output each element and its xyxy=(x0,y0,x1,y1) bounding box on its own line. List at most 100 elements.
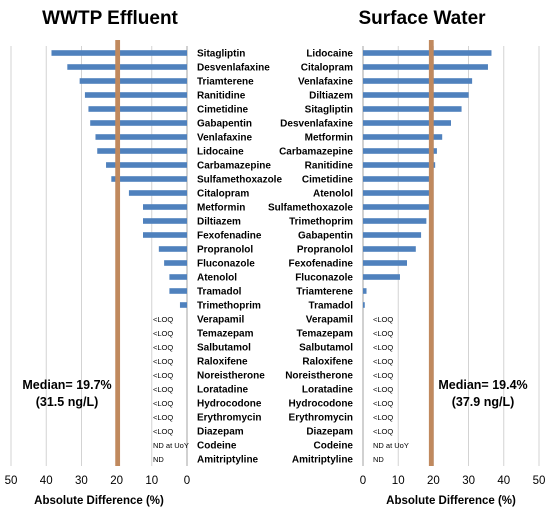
x-tick-label: 50 xyxy=(533,475,546,487)
status-note: ND at UoY xyxy=(153,441,189,450)
category-label: Cimetidine xyxy=(197,105,249,116)
bar-fluconazole xyxy=(164,260,187,266)
category-label: Atenolol xyxy=(313,189,353,200)
bar-lidocaine xyxy=(363,50,492,56)
category-label: Cimetidine xyxy=(302,175,354,186)
bar-diltiazem xyxy=(363,92,469,98)
bar-triamterene xyxy=(363,288,367,294)
panel-title: Surface Water xyxy=(358,8,486,29)
bar-carbamazepine xyxy=(363,148,437,154)
status-note: <LOQ xyxy=(373,427,393,436)
median-label: Median= 19.7% xyxy=(22,378,111,392)
category-label: Hydrocodone xyxy=(289,399,354,410)
bar-ranitidine xyxy=(363,162,436,168)
median-sublabel: (31.5 ng/L) xyxy=(36,395,99,409)
category-label: Fluconazole xyxy=(295,273,353,284)
category-label: Loratadine xyxy=(197,385,249,396)
bar-metformin xyxy=(363,134,443,140)
status-note: <LOQ xyxy=(153,357,173,366)
x-tick-label: 20 xyxy=(427,475,440,487)
bar-sulfamethoxazole xyxy=(111,176,187,182)
category-label: Amitriptyline xyxy=(292,455,354,466)
category-label: Venlafaxine xyxy=(197,133,252,144)
bar-trimethoprim xyxy=(363,218,427,224)
status-note: ND xyxy=(153,455,164,464)
bar-triamterene xyxy=(79,78,187,84)
category-label: Raloxifene xyxy=(302,357,353,368)
surface-water-panel: Surface Water Lidocaine Citalopram Venlafax… xyxy=(268,8,545,507)
category-label: Codeine xyxy=(314,441,354,452)
status-note: <LOQ xyxy=(153,315,173,324)
status-note: <LOQ xyxy=(373,357,393,366)
category-label: Noreistherone xyxy=(285,371,353,382)
status-note: <LOQ xyxy=(373,315,393,324)
x-tick-label: 0 xyxy=(360,475,366,487)
category-label: Metformin xyxy=(197,203,245,214)
category-label: Lidocaine xyxy=(306,49,353,60)
status-note: <LOQ xyxy=(373,399,393,408)
category-label: Sitagliptin xyxy=(305,105,353,116)
x-tick-label: 0 xyxy=(184,475,190,487)
bar-carbamazepine xyxy=(106,162,187,168)
category-label: Tramadol xyxy=(197,287,242,298)
bar-diltiazem xyxy=(143,218,187,224)
status-note: <LOQ xyxy=(373,385,393,394)
wwtp-effluent-panel: WWTP Effluent Sitagliptin Desvenlafaxine Tr… xyxy=(5,8,283,507)
status-note: ND xyxy=(373,455,384,464)
category-label: Lidocaine xyxy=(197,147,244,158)
category-label: Triamterene xyxy=(296,287,353,298)
category-label: Citalopram xyxy=(301,63,353,74)
category-label: Trimethoprim xyxy=(197,301,261,312)
x-tick-label: 10 xyxy=(392,475,405,487)
x-tick-label: 20 xyxy=(110,475,123,487)
category-label: Sitagliptin xyxy=(197,49,245,60)
category-label: Codeine xyxy=(197,441,237,452)
status-note: <LOQ xyxy=(373,371,393,380)
category-label: Desvenlafaxine xyxy=(280,119,353,130)
bar-gabapentin xyxy=(363,232,422,238)
category-label: Hydrocodone xyxy=(197,399,262,410)
category-label: Diazepam xyxy=(306,427,353,438)
status-note: <LOQ xyxy=(373,329,393,338)
category-label: Diltiazem xyxy=(309,91,353,102)
category-label: Fexofenadine xyxy=(197,231,262,242)
category-label: Gabapentin xyxy=(298,231,353,242)
bar-metformin xyxy=(143,204,187,210)
status-note: <LOQ xyxy=(153,413,173,422)
x-axis-label: Absolute Difference (%) xyxy=(34,495,164,507)
median-sublabel: (37.9 ng/L) xyxy=(452,395,515,409)
bar-trimethoprim xyxy=(179,302,187,308)
bar-sulfamethoxazole xyxy=(363,204,432,210)
category-label: Fluconazole xyxy=(197,259,255,270)
category-label: Gabapentin xyxy=(197,119,252,130)
category-label: Carbamazepine xyxy=(279,147,353,158)
panel-title: WWTP Effluent xyxy=(42,8,178,29)
bar-atenolol xyxy=(363,190,432,196)
status-note: <LOQ xyxy=(153,427,173,436)
category-label: Ranitidine xyxy=(305,161,354,172)
status-note: <LOQ xyxy=(373,343,393,352)
category-label: Venlafaxine xyxy=(298,77,353,88)
median-label: Median= 19.4% xyxy=(438,378,527,392)
bar-atenolol xyxy=(169,274,187,280)
category-label: Triamterene xyxy=(197,77,254,88)
bar-citalopram xyxy=(128,190,187,196)
category-label: Erythromycin xyxy=(289,413,353,424)
bar-cimetidine xyxy=(88,106,187,112)
category-label: Raloxifene xyxy=(197,357,248,368)
x-tick-label: 50 xyxy=(5,475,18,487)
status-note: <LOQ xyxy=(153,371,173,380)
bar-gabapentin xyxy=(90,120,187,126)
category-label: Erythromycin xyxy=(197,413,261,424)
category-label: Metformin xyxy=(305,133,353,144)
category-label: Salbutamol xyxy=(197,343,251,354)
category-label: Atenolol xyxy=(197,273,237,284)
x-axis-label: Absolute Difference (%) xyxy=(386,495,516,507)
category-label: Temazepam xyxy=(197,329,254,340)
category-label: Carbamazepine xyxy=(197,161,271,172)
median-line xyxy=(115,40,121,466)
x-tick-label: 10 xyxy=(145,475,158,487)
category-label: Ranitidine xyxy=(197,91,246,102)
category-label: Tramadol xyxy=(309,301,354,312)
